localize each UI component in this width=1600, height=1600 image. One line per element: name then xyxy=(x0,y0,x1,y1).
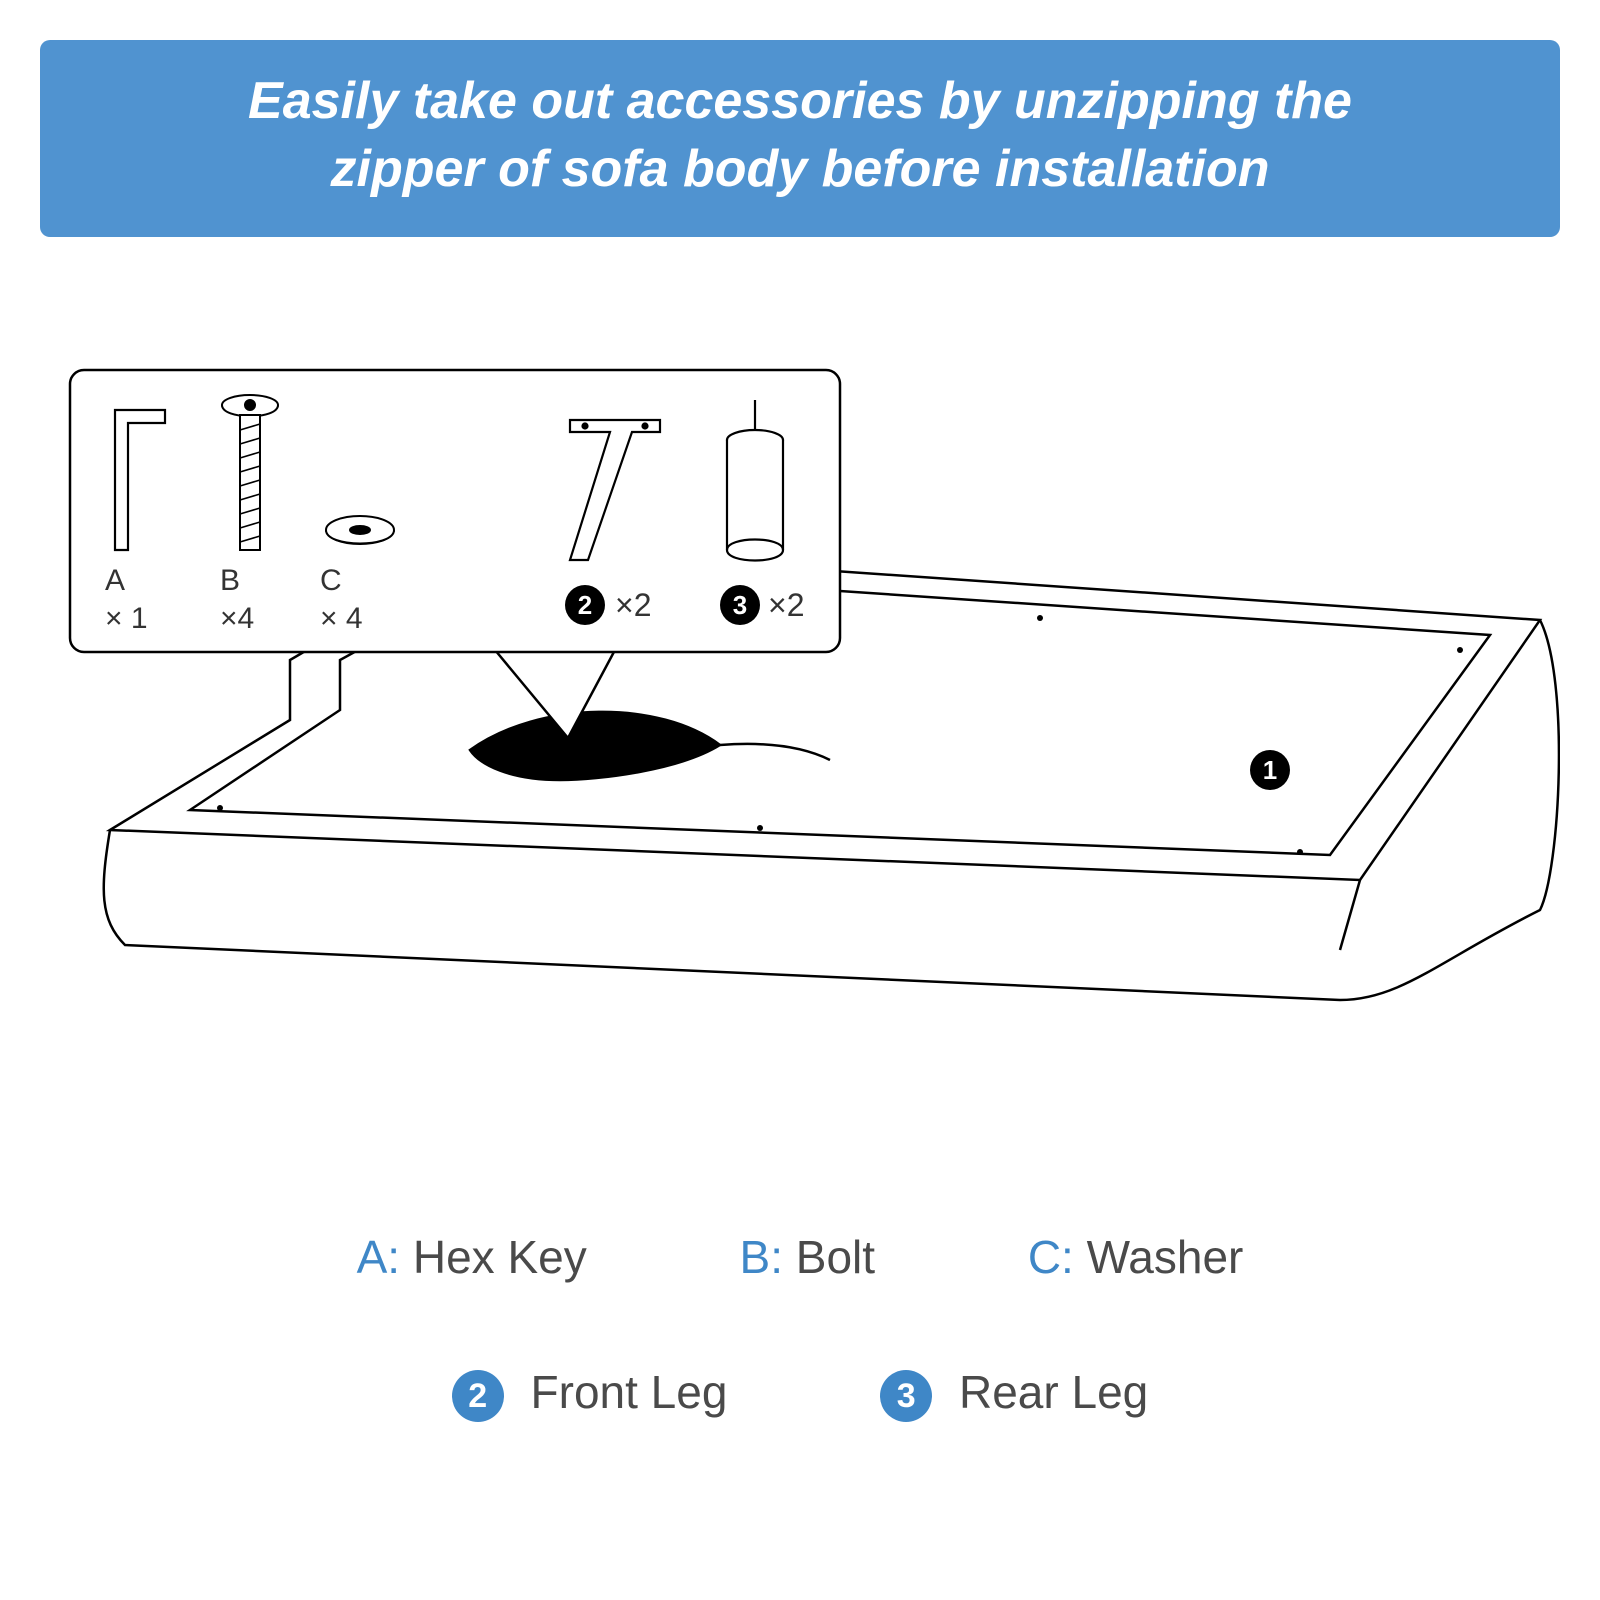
callout-box: A × 1 B ×4 xyxy=(70,370,840,652)
bolt-letter: B xyxy=(220,564,240,597)
rearleg-qty: ×2 xyxy=(768,587,804,623)
legend-key-A: A: xyxy=(357,1231,400,1283)
legend-num-3: 3 xyxy=(880,1370,932,1422)
legend-val-C: Washer xyxy=(1087,1231,1244,1283)
legend-item-3: 3 Rear Leg xyxy=(880,1365,1148,1422)
legend-num-2: 2 xyxy=(452,1370,504,1422)
frontleg-num: 2 xyxy=(578,590,592,620)
badge-sofa-num: 1 xyxy=(1263,755,1277,785)
badge-rearleg: 3 xyxy=(720,585,760,625)
bolt-qty: ×4 xyxy=(220,602,254,635)
banner-line2: zipper of sofa body before installation xyxy=(331,140,1270,198)
instruction-banner: Easily take out accessories by unzipping… xyxy=(40,40,1560,237)
washer-letter: C xyxy=(320,564,342,597)
legend-item-C: C: Washer xyxy=(1028,1230,1244,1285)
badge-frontleg: 2 xyxy=(565,585,605,625)
legend-val-3: Rear Leg xyxy=(959,1366,1148,1418)
legend-val-2: Front Leg xyxy=(531,1366,728,1418)
hexkey-letter: A xyxy=(105,564,125,597)
legend-item-A: A: Hex Key xyxy=(357,1230,587,1285)
legend-val-A: Hex Key xyxy=(413,1231,587,1283)
diagram-stage: 1 A × 1 xyxy=(40,350,1560,1110)
legend-item-2: 2 Front Leg xyxy=(452,1365,728,1422)
badge-sofa: 1 xyxy=(1250,750,1290,790)
washer-icon xyxy=(326,516,394,544)
hexkey-qty: × 1 xyxy=(105,602,148,635)
legend-item-B: B: Bolt xyxy=(740,1230,876,1285)
legend: A: Hex Key B: Bolt C: Washer 2 Front Leg… xyxy=(0,1200,1600,1502)
legend-val-B: Bolt xyxy=(796,1231,875,1283)
banner-line1: Easily take out accessories by unzipping… xyxy=(248,72,1352,130)
washer-qty: × 4 xyxy=(320,602,363,635)
rearleg-num: 3 xyxy=(733,590,747,620)
frontleg-qty: ×2 xyxy=(615,587,651,623)
legend-key-B: B: xyxy=(740,1231,783,1283)
legend-key-C: C: xyxy=(1028,1231,1074,1283)
